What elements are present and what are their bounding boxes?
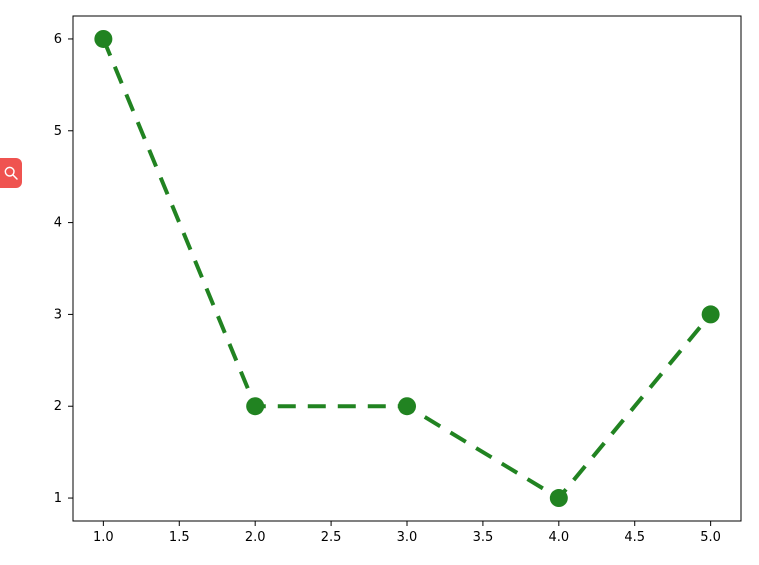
line-chart: 1.0 1.5 2.0 2.5 3.0 3.5 4.0 4.5 5.0 1 2 3 4 5 6 xyxy=(0,0,759,565)
x-tick-label: 3.5 xyxy=(473,530,494,545)
x-tick-label: 4.5 xyxy=(624,530,645,545)
x-tick-label: 5.0 xyxy=(700,530,721,545)
x-tick-label: 3.0 xyxy=(397,530,418,545)
data-marker xyxy=(702,305,720,323)
plot-border xyxy=(73,16,741,521)
y-tick-label: 4 xyxy=(54,216,62,231)
x-tick-label: 4.0 xyxy=(548,530,569,545)
y-tick-label: 2 xyxy=(54,399,62,414)
data-marker xyxy=(550,489,568,507)
data-marker xyxy=(398,397,416,415)
data-marker xyxy=(246,397,264,415)
data-marker xyxy=(94,30,112,48)
x-tick-label: 1.0 xyxy=(93,530,114,545)
y-tick-label: 6 xyxy=(54,32,62,47)
x-tick-label: 2.0 xyxy=(245,530,266,545)
y-tick-label: 3 xyxy=(54,307,62,322)
x-tick-label: 1.5 xyxy=(169,530,190,545)
y-tick-label: 5 xyxy=(54,124,62,139)
y-tick-label: 1 xyxy=(54,491,62,506)
x-tick-label: 2.5 xyxy=(321,530,342,545)
